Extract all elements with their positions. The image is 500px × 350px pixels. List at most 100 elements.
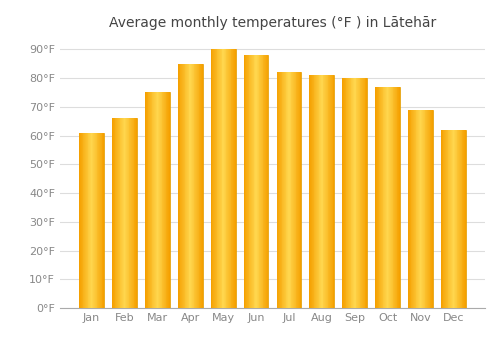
Bar — [218, 49, 219, 308]
Bar — [163, 92, 164, 308]
Bar — [96, 133, 98, 308]
Bar — [222, 49, 223, 308]
Bar — [364, 78, 366, 308]
Bar — [135, 118, 136, 308]
Bar — [136, 118, 137, 308]
Bar — [180, 64, 182, 308]
Bar — [134, 118, 135, 308]
Bar — [356, 78, 357, 308]
Bar — [455, 130, 456, 308]
Bar — [318, 75, 320, 308]
Bar — [278, 72, 279, 308]
Bar — [178, 64, 179, 308]
Bar — [226, 49, 228, 308]
Bar — [165, 92, 166, 308]
Bar — [228, 49, 229, 308]
Bar — [279, 72, 280, 308]
Bar — [399, 87, 400, 308]
Bar — [187, 64, 188, 308]
Bar — [196, 64, 197, 308]
Bar — [80, 133, 81, 308]
Bar — [132, 118, 133, 308]
Bar — [256, 55, 257, 308]
Bar — [330, 75, 331, 308]
Bar — [452, 130, 454, 308]
Bar — [314, 75, 315, 308]
Bar — [190, 64, 191, 308]
Bar — [100, 133, 102, 308]
Bar — [442, 130, 444, 308]
Bar — [346, 78, 348, 308]
Bar — [252, 55, 253, 308]
Bar — [311, 75, 312, 308]
Bar — [84, 133, 85, 308]
Bar — [286, 72, 288, 308]
Bar — [162, 92, 163, 308]
Bar — [160, 92, 162, 308]
Bar — [381, 87, 382, 308]
Bar — [86, 133, 88, 308]
Bar — [390, 87, 391, 308]
Bar — [354, 78, 356, 308]
Bar — [366, 78, 367, 308]
Bar — [363, 78, 364, 308]
Bar — [224, 49, 225, 308]
Bar — [219, 49, 220, 308]
Bar — [234, 49, 236, 308]
Bar — [119, 118, 120, 308]
Bar — [250, 55, 251, 308]
Bar — [459, 130, 460, 308]
Bar — [244, 55, 246, 308]
Bar — [285, 72, 286, 308]
Bar — [282, 72, 283, 308]
Bar — [233, 49, 234, 308]
Bar — [90, 133, 91, 308]
Bar — [376, 87, 400, 308]
Bar — [447, 130, 448, 308]
Bar — [410, 110, 412, 308]
Bar — [164, 92, 165, 308]
Bar — [385, 87, 386, 308]
Bar — [183, 64, 184, 308]
Bar — [320, 75, 321, 308]
Bar — [123, 118, 124, 308]
Bar — [151, 92, 152, 308]
Bar — [344, 78, 345, 308]
Bar — [352, 78, 353, 308]
Bar — [348, 78, 349, 308]
Bar — [426, 110, 427, 308]
Bar — [255, 55, 256, 308]
Bar — [257, 55, 258, 308]
Bar — [460, 130, 462, 308]
Bar — [293, 72, 294, 308]
Bar — [445, 130, 446, 308]
Bar — [396, 87, 398, 308]
Bar — [360, 78, 362, 308]
Bar — [444, 130, 445, 308]
Bar — [91, 133, 92, 308]
Bar — [324, 75, 325, 308]
Bar — [133, 118, 134, 308]
Bar — [195, 64, 196, 308]
Bar — [310, 75, 311, 308]
Bar — [191, 64, 192, 308]
Bar — [464, 130, 465, 308]
Bar — [422, 110, 423, 308]
Bar — [382, 87, 384, 308]
Bar — [416, 110, 417, 308]
Bar — [414, 110, 416, 308]
Bar — [276, 72, 278, 308]
Bar — [325, 75, 326, 308]
Bar — [82, 133, 84, 308]
Bar — [321, 75, 322, 308]
Bar — [116, 118, 117, 308]
Bar — [150, 92, 151, 308]
Bar — [145, 92, 170, 308]
Bar — [200, 64, 201, 308]
Bar — [244, 55, 268, 308]
Bar — [80, 133, 104, 308]
Bar — [220, 49, 222, 308]
Bar — [169, 92, 170, 308]
Bar — [420, 110, 422, 308]
Bar — [260, 55, 261, 308]
